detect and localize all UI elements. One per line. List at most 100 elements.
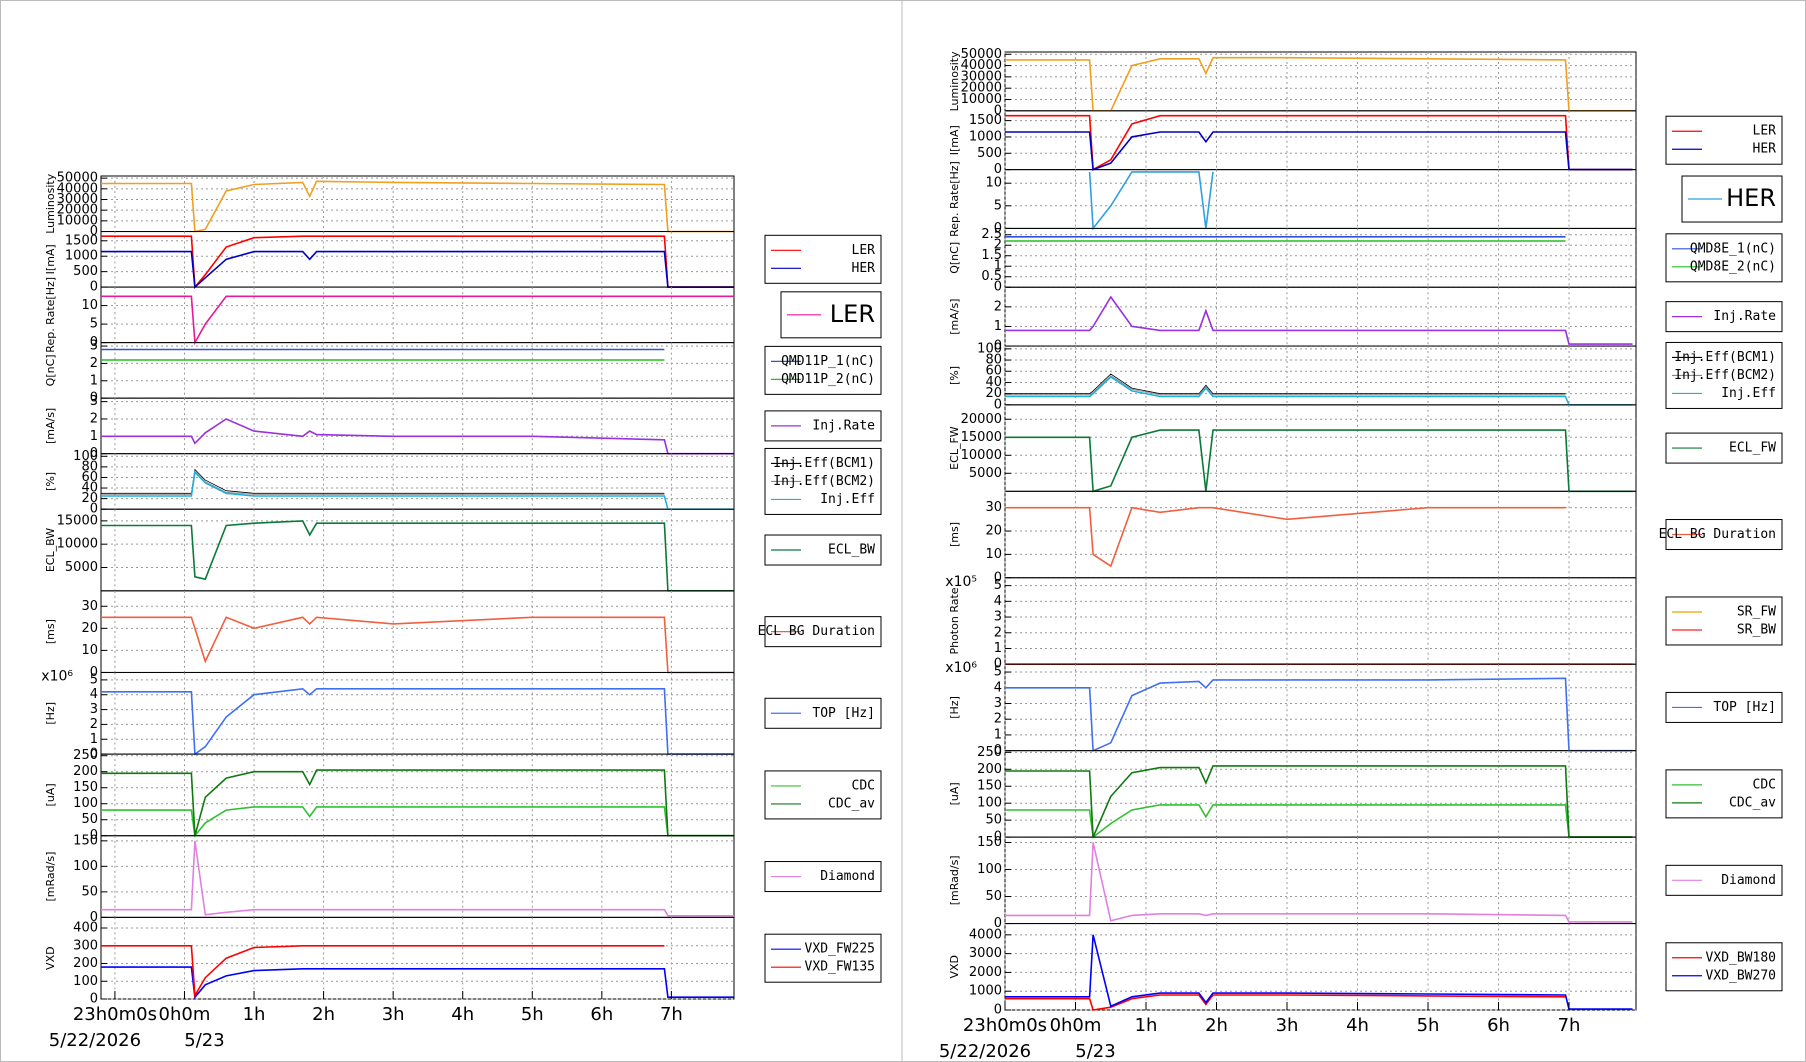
y-tick-label: 250 xyxy=(73,748,98,763)
y-tick-label: 100 xyxy=(977,796,1002,811)
y-tick-label: 100 xyxy=(73,859,98,874)
y-tick-label: 80 xyxy=(985,353,1002,368)
series-line xyxy=(1005,677,1633,752)
series-line xyxy=(101,520,734,592)
series-line xyxy=(1005,804,1633,839)
x-tick-label: 2h xyxy=(1205,1015,1228,1036)
x-tick-label: 3h xyxy=(382,1004,405,1025)
y-axis-label: VXD xyxy=(44,946,57,970)
series-line xyxy=(1005,375,1566,396)
legend-label: QMD11P_2(nC) xyxy=(781,372,875,387)
legend-label: VXD_BW270 xyxy=(1706,968,1776,983)
legend-box xyxy=(1665,596,1783,646)
x-tick-label: 1h xyxy=(1135,1015,1158,1036)
y-tick-label: 0 xyxy=(90,502,98,517)
y-tick-label: 10000 xyxy=(57,213,98,228)
y-tick-label: 2 xyxy=(90,411,98,426)
y-tick-label: 2 xyxy=(90,356,98,371)
y-axis-label: [mRad/s] xyxy=(948,855,961,905)
y-tick-label: 1 xyxy=(994,641,1002,656)
legend-label: CDC_av xyxy=(1729,795,1776,810)
y-tick-label: 20000 xyxy=(961,81,1002,96)
y-tick-label: 4 xyxy=(994,594,1002,609)
legend-label: ECL_FW xyxy=(1729,441,1776,456)
y-tick-label: 400 xyxy=(73,921,98,936)
y-tick-label: 1000 xyxy=(969,984,1002,999)
y-tick-label: 40 xyxy=(985,375,1002,390)
y-tick-label: 0 xyxy=(994,570,1002,585)
legend-label: Inj.Eff xyxy=(820,492,875,507)
date-label: 5/22/2026 xyxy=(939,1041,1031,1062)
y-tick-label: 0 xyxy=(90,828,98,843)
y-tick-label: 0 xyxy=(90,992,98,1007)
x-tick-label: 1h xyxy=(243,1004,266,1025)
y-tick-label: 2 xyxy=(994,238,1002,253)
y-tick-label: 3 xyxy=(90,339,98,354)
series-line xyxy=(101,295,734,346)
legend-box xyxy=(1665,942,1783,992)
series-line xyxy=(1005,506,1566,568)
y-axis-label: [uA] xyxy=(44,783,57,806)
y-tick-label: 500 xyxy=(73,264,98,279)
y-tick-label: 5 xyxy=(994,578,1002,593)
y-axis-label: [ms] xyxy=(44,619,57,644)
y-tick-label: 50000 xyxy=(961,47,1002,62)
legend-box xyxy=(1665,769,1783,819)
y-tick-label: 20000 xyxy=(961,412,1002,427)
y-tick-label: 100 xyxy=(977,341,1002,356)
y-tick-label: 40 xyxy=(81,481,98,496)
legend-label: SR_FW xyxy=(1737,604,1776,619)
legend-label: SR_BW xyxy=(1737,622,1776,637)
y-tick-label: 0 xyxy=(994,743,1002,758)
x-tick-label: 5h xyxy=(1417,1015,1440,1036)
y-tick-label: 100 xyxy=(977,862,1002,877)
y-tick-label: 0 xyxy=(994,397,1002,412)
y-tick-label: 60 xyxy=(985,364,1002,379)
y-tick-label: 0 xyxy=(90,446,98,461)
x-tick-label: 7h xyxy=(660,1004,683,1025)
y-tick-label: 150 xyxy=(73,833,98,848)
legend-label: HER xyxy=(1753,142,1777,157)
y-tick-label: 3 xyxy=(994,610,1002,625)
series-line xyxy=(1088,171,1214,231)
y-tick-label: 200 xyxy=(73,764,98,779)
legend-box xyxy=(764,345,882,395)
y-tick-label: 10000 xyxy=(57,537,98,552)
x-tick-label: 7h xyxy=(1558,1015,1581,1036)
y-tick-label: 0 xyxy=(994,1003,1002,1018)
y-tick-label: 150 xyxy=(977,835,1002,850)
series-line xyxy=(1005,131,1633,171)
series-line xyxy=(101,945,665,999)
y-tick-label: 50000 xyxy=(57,171,98,186)
y-tick-label: 2 xyxy=(90,717,98,732)
y-tick-label: 200 xyxy=(977,762,1002,777)
series-line xyxy=(1005,842,1633,923)
series-line xyxy=(101,769,734,837)
y-axis-label: VXD xyxy=(948,955,961,979)
y-multiplier: x10⁵ xyxy=(945,574,977,590)
y-tick-label: 0 xyxy=(90,224,98,239)
y-tick-label: 1.5 xyxy=(981,248,1002,263)
x-tick-label: 4h xyxy=(451,1004,474,1025)
legend-label: Inj.Rate xyxy=(812,418,875,433)
y-tick-label: 1500 xyxy=(65,233,98,248)
legend-label: CDC_av xyxy=(828,796,875,811)
y-tick-label: 50 xyxy=(985,813,1002,828)
y-tick-label: 1500 xyxy=(969,113,1002,128)
legend-label: LER xyxy=(830,300,875,328)
y-tick-label: 0 xyxy=(994,103,1002,118)
y-tick-label: 10 xyxy=(985,176,1002,191)
y-tick-label: 10 xyxy=(81,298,98,313)
y-tick-label: 40000 xyxy=(57,181,98,196)
y-tick-label: 0 xyxy=(994,339,1002,354)
y-tick-label: 5 xyxy=(994,198,1002,213)
series-line xyxy=(101,840,734,917)
x-tick-label: 6h xyxy=(590,1004,613,1025)
y-tick-label: 0 xyxy=(994,916,1002,931)
legend-label: CDC xyxy=(1753,777,1776,792)
y-tick-label: 250 xyxy=(977,745,1002,760)
x-tick-label: 4h xyxy=(1346,1015,1369,1036)
y-tick-label: 20 xyxy=(985,524,1002,539)
legend-label: HER xyxy=(1726,184,1776,212)
series-line xyxy=(101,250,734,289)
